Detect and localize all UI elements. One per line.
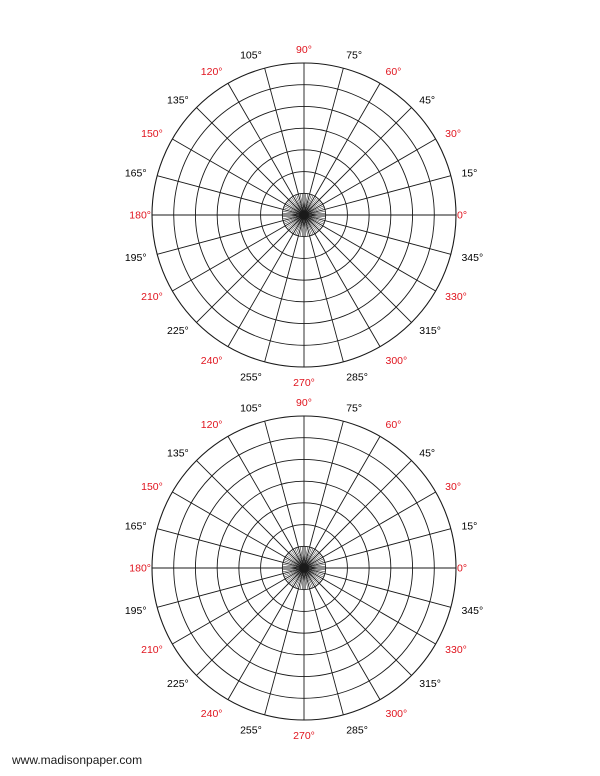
bottom-grid-spoke-345: [303, 567, 451, 608]
bottom-grid-spoke-75: [303, 421, 344, 569]
bottom-grid-spoke-60: [303, 436, 381, 569]
top-grid-spoke-195: [157, 214, 305, 255]
bottom-angle-label-90: 90°: [296, 397, 312, 409]
bottom-angle-label-75: 75°: [346, 403, 362, 415]
top-angle-label-330: 330°: [445, 291, 467, 303]
polar-grid-top: 0° 15° 30° 45° 60° 75° 90° 105° 120° 135° 150° 165°…: [125, 44, 483, 389]
top-grid-spoke-135: [196, 107, 305, 216]
top-grid-spoke-225: [196, 214, 305, 323]
top-grid-spoke-150: [172, 138, 305, 216]
top-grid-spoke-330: [303, 214, 436, 292]
top-angle-label-345: 345°: [461, 252, 483, 264]
top-angle-label-120: 120°: [201, 66, 223, 78]
bottom-angle-label-0: 0°: [457, 563, 467, 575]
top-grid-spoke-30: [303, 138, 436, 216]
bottom-angle-label-225: 225°: [167, 678, 189, 690]
top-angle-label-180: 180°: [129, 210, 151, 222]
top-grid-spoke-165: [157, 175, 305, 216]
bottom-grid-spoke-225: [196, 567, 305, 676]
top-angle-label-0: 0°: [457, 210, 467, 222]
top-grid-center-dot: [300, 211, 308, 219]
bottom-grid-spoke-30: [303, 491, 436, 569]
top-angle-label-225: 225°: [167, 325, 189, 337]
top-grid-spoke-120: [227, 83, 305, 216]
top-grid-spoke-255: [264, 214, 305, 362]
bottom-angle-label-315: 315°: [419, 678, 441, 690]
bottom-grid-spoke-255: [264, 567, 305, 715]
bottom-grid-spoke-15: [303, 528, 451, 569]
top-angle-label-150: 150°: [141, 128, 163, 140]
bottom-grid-spoke-165: [157, 528, 305, 569]
top-grid-spoke-240: [227, 214, 305, 347]
top-angle-label-270: 270°: [293, 377, 315, 389]
top-grid-spoke-300: [303, 214, 381, 347]
top-angle-label-45: 45°: [419, 94, 435, 106]
top-angle-label-60: 60°: [386, 66, 402, 78]
bottom-angle-label-45: 45°: [419, 447, 435, 459]
bottom-angle-label-195: 195°: [125, 605, 147, 617]
bottom-grid-spoke-120: [227, 436, 305, 569]
top-angle-label-210: 210°: [141, 291, 163, 303]
bottom-grid-spoke-45: [303, 460, 412, 569]
bottom-grid-spoke-315: [303, 567, 412, 676]
bottom-angle-label-165: 165°: [125, 520, 147, 532]
top-angle-label-165: 165°: [125, 167, 147, 179]
bottom-grid-spoke-195: [157, 567, 305, 608]
bottom-grid-spoke-300: [303, 567, 381, 700]
top-angle-label-75: 75°: [346, 50, 362, 62]
top-angle-label-255: 255°: [240, 371, 262, 383]
top-angle-label-105: 105°: [240, 50, 262, 62]
top-grid-spoke-315: [303, 214, 412, 323]
bottom-angle-label-60: 60°: [386, 419, 402, 431]
bottom-angle-label-30: 30°: [445, 481, 461, 493]
top-angle-label-315: 315°: [419, 325, 441, 337]
bottom-grid-center-dot: [300, 564, 308, 572]
bottom-grid-spoke-285: [303, 567, 344, 715]
bottom-grid-spoke-330: [303, 567, 436, 645]
top-angle-label-90: 90°: [296, 44, 312, 56]
bottom-angle-label-105: 105°: [240, 403, 262, 415]
bottom-angle-label-330: 330°: [445, 644, 467, 656]
bottom-grid-spoke-135: [196, 460, 305, 569]
bottom-angle-label-135: 135°: [167, 447, 189, 459]
top-angle-label-300: 300°: [386, 355, 408, 367]
bottom-angle-label-285: 285°: [346, 724, 368, 736]
bottom-angle-label-240: 240°: [201, 708, 223, 720]
top-angle-label-240: 240°: [201, 355, 223, 367]
bottom-grid-spoke-210: [172, 567, 305, 645]
bottom-angle-label-300: 300°: [386, 708, 408, 720]
top-grid-spoke-75: [303, 68, 344, 216]
bottom-angle-label-150: 150°: [141, 481, 163, 493]
bottom-angle-label-180: 180°: [129, 563, 151, 575]
bottom-grid-spoke-150: [172, 491, 305, 569]
bottom-grid-spoke-240: [227, 567, 305, 700]
bottom-angle-label-15: 15°: [461, 520, 477, 532]
top-angle-label-135: 135°: [167, 94, 189, 106]
top-grid-spoke-15: [303, 175, 451, 216]
bottom-angle-label-210: 210°: [141, 644, 163, 656]
top-grid-spoke-210: [172, 214, 305, 292]
top-grid-spoke-45: [303, 107, 412, 216]
top-angle-label-195: 195°: [125, 252, 147, 264]
bottom-grid-spoke-105: [264, 421, 305, 569]
top-angle-label-15: 15°: [461, 167, 477, 179]
top-grid-spoke-60: [303, 83, 381, 216]
top-angle-label-30: 30°: [445, 128, 461, 140]
footer-website-url: www.madisonpaper.com: [12, 753, 143, 767]
top-grid-spoke-105: [264, 68, 305, 216]
top-grid-spoke-285: [303, 214, 344, 362]
bottom-angle-label-345: 345°: [461, 605, 483, 617]
polar-grid-bottom: 0° 15° 30° 45° 60° 75° 90° 105° 120° 135° 150° 165°…: [125, 397, 483, 742]
top-grid-spoke-345: [303, 214, 451, 255]
bottom-angle-label-270: 270°: [293, 730, 315, 742]
bottom-angle-label-255: 255°: [240, 724, 262, 736]
bottom-angle-label-120: 120°: [201, 419, 223, 431]
top-angle-label-285: 285°: [346, 371, 368, 383]
